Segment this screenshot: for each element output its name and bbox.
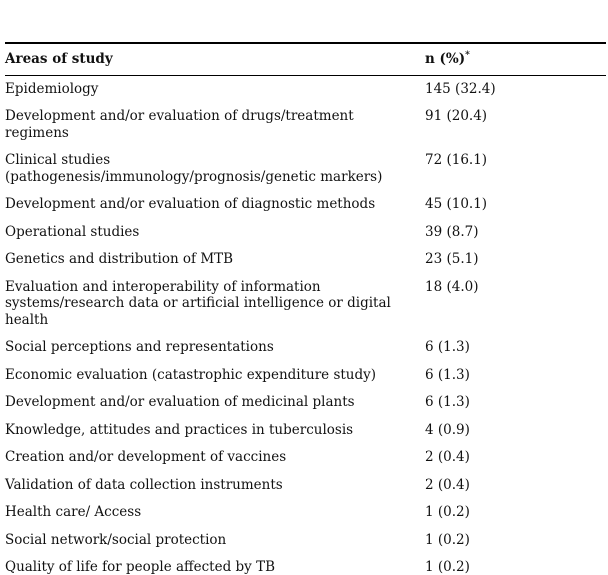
area-of-study-label: Epidemiology <box>5 80 99 97</box>
table-row: Economic evaluation (catastrophic expend… <box>5 362 606 390</box>
count-percent-value: 72 (16.1) <box>425 152 488 168</box>
count-percent-value: 4 (0.9) <box>425 421 470 438</box>
area-of-study-label: Knowledge, attitudes and practices in tu… <box>5 421 354 438</box>
area-of-study-label: Operational studies <box>5 223 140 240</box>
table-row: Social network/social protection 1 (0.2) <box>5 527 606 555</box>
count-percent-value: 39 (8.7) <box>425 223 479 240</box>
paper-table-container: Areas of study n (%)* Epidemiology 145 (3… <box>5 42 606 575</box>
count-percent-value: 6 (1.3) <box>425 394 470 410</box>
table-row: Knowledge, attitudes and practices in tu… <box>5 417 606 445</box>
area-of-study-label: Social perceptions and representations <box>5 339 274 355</box>
table-row: Evaluation and interoperability of infor… <box>5 274 606 335</box>
count-percent-value: 2 (0.4) <box>425 476 470 493</box>
table-header: Areas of study n (%)* <box>5 43 606 76</box>
table-row: Development and/or evaluation of drugs/t… <box>5 103 606 147</box>
count-percent-value: 45 (10.1) <box>425 196 488 212</box>
count-percent-value: 91 (20.4) <box>425 108 488 124</box>
table-row: Development and/or evaluation of diagnos… <box>5 191 606 219</box>
column-header-areas-of-study: Areas of study <box>5 43 425 76</box>
area-of-study-label: Health care/ Access <box>5 504 142 520</box>
area-of-study-label: Economic evaluation (catastrophic expend… <box>5 366 377 383</box>
area-of-study-label: Genetics and distribution of MTB <box>5 251 234 267</box>
count-percent-value: 6 (1.3) <box>425 366 470 383</box>
area-of-study-label: Quality of life for people affected by T… <box>5 559 276 575</box>
count-percent-value: 6 (1.3) <box>425 339 470 355</box>
footnote-asterisk: * <box>465 50 470 61</box>
table-body: Epidemiology 145 (32.4) Development and/or… <box>5 75 606 575</box>
count-percent-value: 145 (32.4) <box>425 80 496 97</box>
area-of-study-label: Clinical studies (pathogenesis/immunolog… <box>5 152 383 185</box>
area-of-study-label: Development and/or evaluation of medicin… <box>5 394 355 410</box>
count-percent-value: 2 (0.4) <box>425 449 470 465</box>
table-row: Creation and/or development of vaccines 2… <box>5 444 606 472</box>
column-header-n-percent: n (%)* <box>425 43 606 76</box>
count-percent-value: 18 (4.0) <box>425 278 479 295</box>
area-of-study-label: Validation of data collection instrument… <box>5 476 283 493</box>
count-percent-value: 23 (5.1) <box>425 251 479 267</box>
table-row: Development and/or evaluation of medicin… <box>5 389 606 417</box>
table-row: Validation of data collection instrument… <box>5 472 606 500</box>
table-row: Quality of life for people affected by T… <box>5 554 606 575</box>
count-percent-value: 1 (0.2) <box>425 504 470 520</box>
table-row: Operational studies 39 (8.7) <box>5 219 606 247</box>
table-row: Social perceptions and representations 6 … <box>5 334 606 362</box>
area-of-study-label: Development and/or evaluation of diagnos… <box>5 196 376 212</box>
area-of-study-label: Creation and/or development of vaccines <box>5 449 287 465</box>
count-percent-value: 1 (0.2) <box>425 531 470 548</box>
table-row: Genetics and distribution of MTB 23 (5.1) <box>5 246 606 274</box>
area-of-study-label: Social network/social protection <box>5 531 227 548</box>
count-percent-value: 1 (0.2) <box>425 559 470 575</box>
area-of-study-label: Development and/or evaluation of drugs/t… <box>5 108 354 141</box>
table-row: Health care/ Access 1 (0.2) <box>5 499 606 527</box>
n-percent-label: n (%) <box>425 51 466 67</box>
areas-of-study-table: Areas of study n (%)* Epidemiology 145 (3… <box>5 42 606 575</box>
table-row: Epidemiology 145 (32.4) <box>5 75 606 103</box>
header-row: Areas of study n (%)* <box>5 43 606 76</box>
area-of-study-label: Evaluation and interoperability of infor… <box>5 278 391 328</box>
table-row: Clinical studies (pathogenesis/immunolog… <box>5 147 606 191</box>
